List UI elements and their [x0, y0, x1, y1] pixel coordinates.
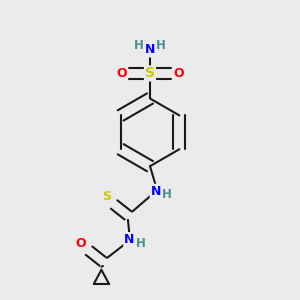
Text: S: S [145, 66, 155, 80]
Text: N: N [151, 185, 161, 198]
Text: H: H [156, 39, 166, 52]
Text: N: N [145, 44, 155, 56]
Text: H: H [136, 236, 146, 250]
Text: O: O [76, 236, 86, 250]
Text: O: O [173, 67, 184, 80]
Text: O: O [116, 67, 127, 80]
Text: N: N [124, 233, 135, 246]
Text: H: H [162, 188, 172, 201]
Text: S: S [102, 190, 111, 203]
Text: H: H [134, 39, 144, 52]
